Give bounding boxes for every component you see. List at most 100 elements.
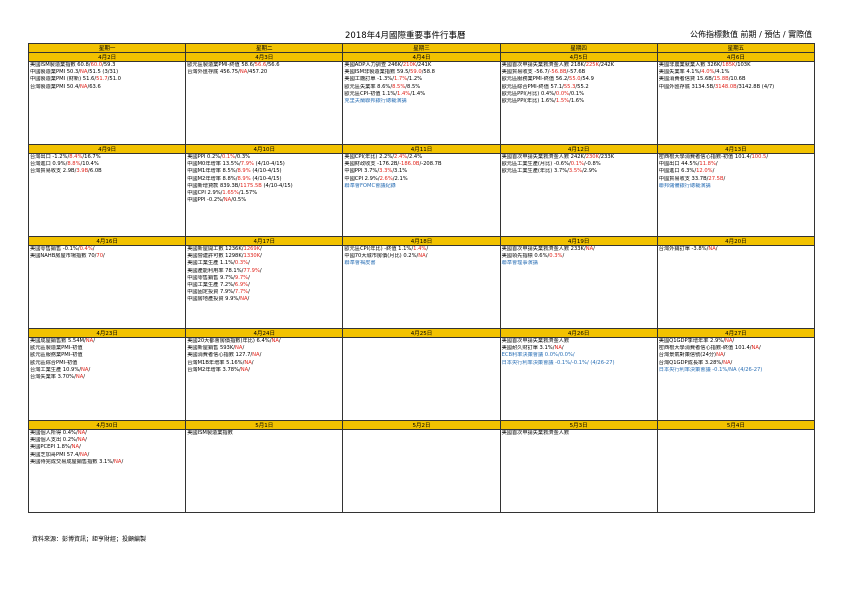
event-text: 美國成屋銷售數 5.54M/ <box>30 338 86 344</box>
event-text: 美國失業率 4.1%/ <box>658 69 702 76</box>
event-item: 歐元區CPI-初值 1.1%/1.4%/1.4% <box>343 91 499 98</box>
forecast-value: NA <box>729 366 737 373</box>
actual-value: /2.9% <box>582 168 597 175</box>
event-text: 美國NAHB房屋市場指數 70/ <box>30 253 97 260</box>
event-text: 聯邦儲備銀行總裁演講 <box>658 182 711 189</box>
event-item: 美國首次申請失業救濟金人數 218K/225K/242K <box>501 62 657 69</box>
actual-value: / <box>715 161 718 168</box>
event-text: 歐元區工業生產(月比) -0.6%/ <box>501 161 571 168</box>
forecast-value: 12.0% <box>696 168 713 175</box>
forecast-value: NA <box>585 246 594 252</box>
actual-value: /0.1% <box>569 90 585 97</box>
event-text: 美國新屋銷售 593K/ <box>187 345 236 352</box>
event-item: 美國PCEPI 1.8%/NA/ <box>29 444 185 451</box>
actual-value: / <box>723 352 726 359</box>
events-row: 美國個人所得 0.4%/NA/美國個人支出 0.2%/NA/美國PCEPI 1.… <box>27 429 816 513</box>
event-item: 台灣外銷訂單 -3.8%/NA/ <box>658 246 814 253</box>
actual-value: / <box>715 246 718 252</box>
actual-value: / <box>247 296 250 303</box>
event-text: 中國70大城市房價(月比) 0.2%/ <box>344 253 419 260</box>
event-item: 美國消費者信心指數 127.7/NA/ <box>186 352 342 359</box>
event-text: 美國新屋開工數 1236K/ <box>187 246 244 252</box>
day-events: 美國首次申請失業救濟金人數 233K/NA/美國領先指標 0.6%/0.3%/聯… <box>499 245 658 329</box>
forecast-value: 8.8% <box>67 161 81 168</box>
date-cell: 4月6日 <box>656 52 816 62</box>
event-text: 美國非農業就業人數 326K/ <box>658 62 723 68</box>
event-item: 克里夫蘭聯邦銀行總裁演講 <box>343 98 499 105</box>
forecast-value: 70 <box>96 253 103 260</box>
event-text: 美國耐久財訂單 3.1%/ <box>501 345 555 352</box>
forecast-value: NA <box>75 374 84 381</box>
events-row: 美國成屋銷售數 5.54M/NA/歐元區製造業PMI-初值 歐元區服務業PMI-初… <box>27 337 816 421</box>
actual-value: / <box>88 366 91 373</box>
event-item: 台灣M1B年增率 5.16%/NA/ <box>186 360 342 367</box>
event-text: 台灣出口 -1.2%/ <box>30 154 70 160</box>
forecast-value: 0.4% <box>79 246 93 252</box>
event-text: 台灣製造業PMI 50.4/ <box>30 83 81 90</box>
day-events: 美國PPI 0.2%/0.1%/0.3% 中國M0年增率 13.5%/7.9% (… <box>185 153 344 237</box>
forecast-value: 0.0% <box>559 352 573 359</box>
day-events: 密西根大學消費者信心指數-初值 101.4/100.5/中國出口 44.5%/1… <box>656 153 816 237</box>
date-row: 4月16日 4月17日 4月18日 4月19日 4月20日 <box>27 236 816 246</box>
forecast-value: NA <box>724 338 733 344</box>
forecast-value: 8.9% <box>237 175 251 182</box>
forecast-value: 55.0 <box>569 76 581 83</box>
event-item: 中國貿易收支 33.7B/27.5B/ <box>658 176 814 183</box>
event-text: 中國PPI -0.2%/ <box>187 197 224 204</box>
day-events: 美國首次申請失業救濟金人數 <box>499 429 658 513</box>
actual-value: / <box>259 267 262 274</box>
actual-value: /-0.8% <box>583 161 601 168</box>
actual-value: /241K <box>416 62 432 68</box>
actual-value: / <box>79 444 81 451</box>
day-events: 美國首次申請失業救濟金人數 218K/225K/242K 美國貿易收支 -56.7… <box>499 61 658 145</box>
event-text: 台灣進口 0.9%/ <box>30 161 68 168</box>
event-item: 中國固定投資 7.9%/7.7%/ <box>186 289 342 296</box>
actual-value: /242K <box>599 62 615 68</box>
event-text: 美國ADP人力調查 246K/ <box>344 62 403 68</box>
actual-value: / <box>85 430 87 436</box>
forecast-value: 1269K <box>243 246 261 252</box>
forecast-value: 1.65% <box>222 190 239 197</box>
event-text: 日本央行利率決策會議 -0.1%/ <box>658 366 730 373</box>
actual-value: /4.1% <box>714 69 730 76</box>
actual-value: / <box>93 338 95 344</box>
actual-value: / (4/26-27) <box>586 359 615 366</box>
event-item: 中國PPI -0.2%/NA/0.5% <box>186 197 342 204</box>
forecast-value: NA <box>77 430 86 436</box>
actual-value: /55.2 <box>575 83 589 90</box>
event-text: 台灣外匯存底 456.75/ <box>187 69 240 76</box>
forecast-value: 0.0% <box>555 90 570 97</box>
forecast-value: NA <box>85 338 94 344</box>
actual-value: / <box>758 345 761 352</box>
actual-value: /0.3% <box>235 154 251 160</box>
forecast-value: 15.8B <box>713 76 729 83</box>
event-text: 歐元區CPI-初值 1.1%/ <box>344 90 398 97</box>
actual-value: / <box>260 246 262 252</box>
day-events: 美國零售銷售 -0.1%/0.4%/美國NAHB房屋市場指數 70/70/ <box>27 245 187 329</box>
event-item: 中國M2年增率 8.8%/8.9% (4/10-4/15) <box>186 176 342 183</box>
date-cell: 4月5日 <box>499 52 658 62</box>
actual-value: (4/26-27) <box>736 366 763 373</box>
event-item: 美國首次申請失業救濟金人數 <box>501 338 657 345</box>
actual-value: /-57.6B <box>566 69 586 76</box>
actual-value: / <box>103 253 105 260</box>
event-text: 歐元區PPI(年比) 1.6%/ <box>501 98 556 105</box>
event-text: 美國首次申請失業救濟金人數 <box>501 338 570 344</box>
event-item: 美國Q1GDP季增年率 2.9%/NA/ <box>658 338 814 345</box>
forecast-value: 3.5% <box>568 168 583 175</box>
event-item: 美國待完成交易成屋銷售指數 3.1%/NA/ <box>29 459 185 466</box>
actual-value: /457.20 <box>247 69 268 76</box>
forecast-value: 8.5% <box>392 83 406 90</box>
event-item: 歐元區PPI(月比) 0.4%/0.0%/0.1% <box>501 91 657 98</box>
actual-value: /3142.8B (4/7) <box>736 83 775 90</box>
actual-value: / <box>85 437 87 444</box>
event-item: 中國出口 44.5%/11.8%/ <box>658 161 814 168</box>
actual-value: /1.2% <box>407 76 423 83</box>
weekday-header: 星期五 <box>656 43 816 53</box>
date-cell: 4月2日 <box>27 52 187 62</box>
day-events: 美國首次申請失業救濟金人數 242K/230K/233K 歐元區工業生產(月比) … <box>499 153 658 237</box>
event-item: 美國個人所得 0.4%/NA/ <box>29 430 185 437</box>
forecast-value: NA <box>235 345 243 352</box>
event-item: 中國進口 6.3%/12.0%/ <box>658 168 814 175</box>
forecast-value: -56.8B <box>549 69 567 76</box>
